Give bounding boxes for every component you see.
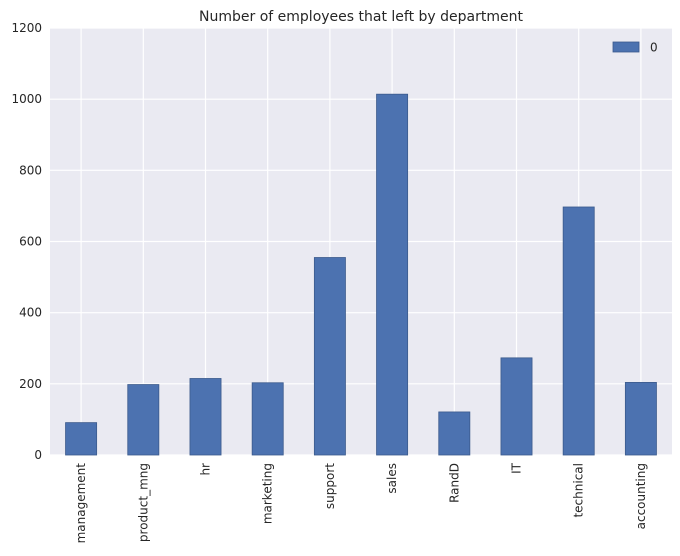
y-tick-label: 0	[34, 448, 42, 462]
chart-title: Number of employees that left by departm…	[199, 9, 523, 25]
bar-hr	[189, 378, 222, 456]
legend: 0	[612, 41, 658, 55]
y-tick-label: 1200	[11, 21, 42, 35]
bars	[65, 93, 657, 456]
x-tick-label: management	[74, 463, 88, 544]
bar-marketing	[251, 382, 284, 456]
legend-label: 0	[650, 41, 658, 55]
x-tick-label: product_mng	[136, 463, 150, 542]
bar-RandD	[438, 411, 471, 456]
x-tick-label: IT	[510, 462, 524, 474]
x-tick-label: marketing	[261, 463, 275, 524]
bar-management	[65, 422, 98, 456]
x-tick-label: RandD	[447, 463, 461, 503]
bar-accounting	[624, 382, 657, 456]
bar-sales	[376, 93, 409, 456]
y-axis-ticks: 0 200 400 600 800 1000 1200	[11, 21, 42, 462]
y-tick-label: 800	[19, 163, 42, 177]
bar-IT	[500, 357, 533, 456]
x-tick-label: support	[323, 463, 337, 509]
x-tick-label: technical	[572, 463, 586, 518]
x-axis-ticks: management product_mng hr marketing support s…	[74, 462, 648, 543]
bar-product_mng	[127, 384, 160, 456]
bar-technical	[562, 206, 595, 456]
y-tick-label: 400	[19, 306, 42, 320]
x-tick-label: sales	[385, 463, 399, 494]
y-tick-label: 200	[19, 377, 42, 391]
bar-support	[313, 257, 346, 456]
legend-swatch	[612, 41, 640, 53]
y-tick-label: 600	[19, 235, 42, 249]
x-tick-label: accounting	[634, 463, 648, 529]
x-tick-label: hr	[199, 463, 213, 476]
y-tick-label: 1000	[11, 92, 42, 106]
